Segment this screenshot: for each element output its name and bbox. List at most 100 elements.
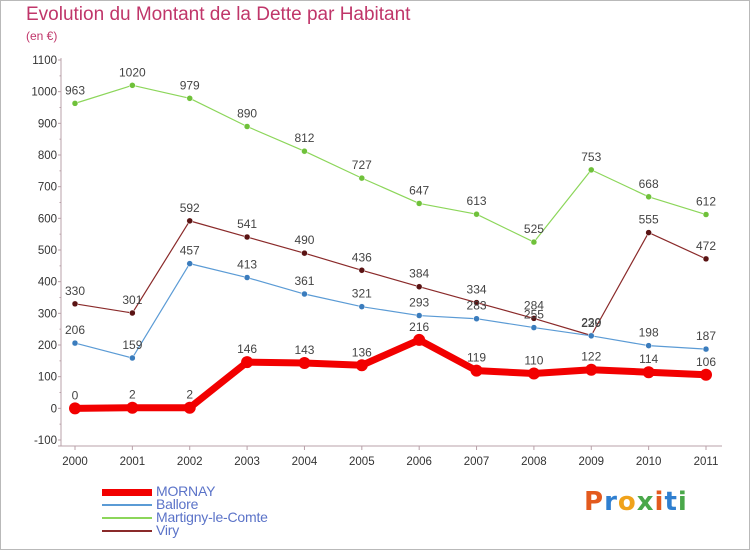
data-label: 187 xyxy=(696,329,716,343)
data-label: 283 xyxy=(467,299,487,313)
data-point xyxy=(530,315,538,322)
x-tick-label: 2000 xyxy=(62,456,88,468)
legend-swatch xyxy=(102,517,152,519)
data-label: 119 xyxy=(467,351,486,365)
data-label: 106 xyxy=(696,355,716,369)
series-line xyxy=(71,336,710,412)
data-label: 668 xyxy=(639,177,659,191)
data-point xyxy=(642,366,655,379)
y-tick-label: 1000 xyxy=(31,87,57,99)
data-label: 284 xyxy=(524,298,544,312)
data-point xyxy=(301,147,308,155)
data-label: 2 xyxy=(186,388,193,402)
x-tick-label: 2006 xyxy=(406,456,432,468)
data-label: 592 xyxy=(180,201,200,215)
data-label: 1020 xyxy=(119,65,146,79)
y-tick-label: 500 xyxy=(38,245,57,257)
data-label: 198 xyxy=(639,326,659,340)
data-label: 136 xyxy=(352,345,372,359)
data-label: 753 xyxy=(581,150,601,164)
data-point xyxy=(186,95,193,102)
data-point xyxy=(413,333,426,346)
data-label: 541 xyxy=(237,217,257,231)
data-point xyxy=(645,342,652,349)
y-tick-label: 1100 xyxy=(32,55,57,67)
y-tick-label: 600 xyxy=(38,213,57,225)
data-label: 361 xyxy=(294,274,314,288)
data-label: 229 xyxy=(581,316,601,330)
data-label: 216 xyxy=(409,320,429,334)
data-label: 110 xyxy=(524,354,543,368)
data-label: 321 xyxy=(352,287,372,301)
data-label: 293 xyxy=(409,296,429,310)
data-label: 301 xyxy=(122,293,142,307)
data-point xyxy=(186,260,193,267)
data-label: 255 xyxy=(524,308,544,322)
logo-letter: i xyxy=(654,487,665,517)
data-point xyxy=(355,359,368,372)
x-tick-label: 2005 xyxy=(349,456,375,468)
legend-swatch xyxy=(102,504,152,506)
data-point xyxy=(470,364,483,377)
data-point xyxy=(415,200,423,207)
data-label: 472 xyxy=(696,239,716,253)
data-label: 0 xyxy=(72,388,79,402)
data-label: 436 xyxy=(352,250,372,264)
data-point xyxy=(527,367,540,380)
x-tick-label: 2011 xyxy=(694,456,719,468)
data-label: 334 xyxy=(467,283,487,297)
data-label: 159 xyxy=(122,338,142,352)
data-label: 612 xyxy=(696,195,716,209)
data-label: 230 xyxy=(581,316,601,330)
data-point xyxy=(645,193,652,201)
data-label: 727 xyxy=(352,158,372,172)
data-point xyxy=(473,210,480,218)
data-point xyxy=(702,211,710,218)
series-line xyxy=(74,84,707,243)
data-label: 330 xyxy=(65,284,85,298)
data-label: 457 xyxy=(180,244,200,258)
data-label: 384 xyxy=(409,267,429,281)
data-point xyxy=(358,303,366,310)
x-tick-label: 2007 xyxy=(464,456,490,468)
data-point xyxy=(301,290,308,298)
data-label: 490 xyxy=(294,233,314,247)
data-label: 525 xyxy=(524,222,544,236)
data-label: 114 xyxy=(639,352,658,366)
y-tick-label: 200 xyxy=(38,340,57,352)
x-tick-label: 2010 xyxy=(636,456,662,468)
legend-label: Martigny-le-Comte xyxy=(156,509,268,525)
legend-swatch xyxy=(102,488,152,496)
x-tick-label: 2009 xyxy=(578,456,604,468)
data-label: 206 xyxy=(65,323,85,337)
data-point xyxy=(702,255,710,263)
data-point xyxy=(129,354,136,362)
legend-swatch xyxy=(102,530,152,532)
data-label: 146 xyxy=(237,342,257,356)
logo-letter: r xyxy=(604,487,618,517)
data-point xyxy=(298,357,311,370)
y-tick-label: 100 xyxy=(38,372,57,384)
legend-label: Ballore xyxy=(156,496,199,512)
data-point xyxy=(243,233,251,241)
data-point xyxy=(129,309,136,317)
logo-letter: t xyxy=(664,487,678,517)
x-tick-label: 2008 xyxy=(521,456,547,468)
logo-letter: x xyxy=(636,487,655,517)
data-point xyxy=(241,356,254,369)
data-point xyxy=(301,249,308,257)
data-point xyxy=(71,339,79,347)
data-point xyxy=(71,300,79,308)
y-tick-label: -100 xyxy=(34,435,57,447)
data-point xyxy=(358,267,366,274)
x-tick-label: 2001 xyxy=(120,456,146,468)
series-line xyxy=(74,263,707,359)
data-point xyxy=(530,324,538,331)
data-label: 413 xyxy=(237,258,257,272)
data-label: 613 xyxy=(467,194,487,208)
logo-letter: i xyxy=(677,487,688,517)
y-tick-label: 300 xyxy=(38,308,57,320)
chart-title: Evolution du Montant de la Dette par Hab… xyxy=(26,4,411,25)
data-label: 2 xyxy=(129,388,136,402)
data-point xyxy=(702,345,710,353)
